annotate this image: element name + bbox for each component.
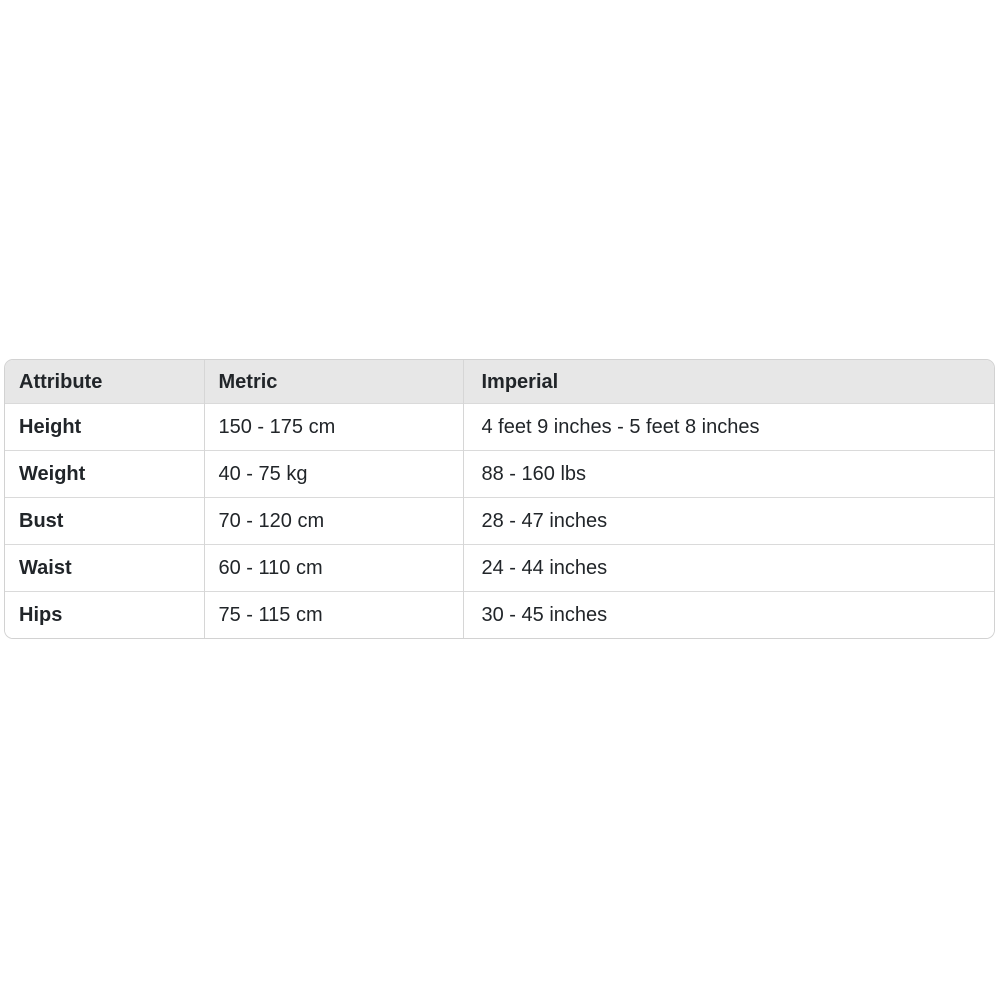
column-header-imperial: Imperial — [462, 360, 994, 404]
table-row-height: Height 150 - 175 cm 4 feet 9 inches - 5 … — [5, 403, 994, 451]
table-header: Attribute Metric Imperial — [5, 360, 994, 404]
imperial-cell: 4 feet 9 inches - 5 feet 8 inches — [462, 403, 994, 451]
imperial-cell: 28 - 47 inches — [462, 497, 994, 545]
imperial-cell: 24 - 44 inches — [462, 544, 994, 592]
metric-cell: 60 - 110 cm — [203, 544, 463, 592]
table-body: Height 150 - 175 cm 4 feet 9 inches - 5 … — [5, 403, 994, 638]
metric-cell: 70 - 120 cm — [203, 497, 463, 545]
imperial-cell: 88 - 160 lbs — [462, 450, 994, 498]
metric-cell: 150 - 175 cm — [203, 403, 463, 451]
column-header-metric: Metric — [203, 360, 463, 404]
table-row-hips: Hips 75 - 115 cm 30 - 45 inches — [5, 591, 994, 638]
table-row-waist: Waist 60 - 110 cm 24 - 44 inches — [5, 544, 994, 592]
attribute-cell: Height — [5, 403, 204, 451]
attribute-cell: Waist — [5, 544, 204, 592]
column-header-attribute: Attribute — [5, 360, 204, 404]
attribute-cell: Weight — [5, 450, 204, 498]
table-row-weight: Weight 40 - 75 kg 88 - 160 lbs — [5, 450, 994, 498]
metric-cell: 40 - 75 kg — [203, 450, 463, 498]
attribute-cell: Hips — [5, 591, 204, 638]
attribute-cell: Bust — [5, 497, 204, 545]
metric-cell: 75 - 115 cm — [203, 591, 463, 638]
table-row-bust: Bust 70 - 120 cm 28 - 47 inches — [5, 497, 994, 545]
header-row: Attribute Metric Imperial — [5, 360, 994, 404]
imperial-cell: 30 - 45 inches — [462, 591, 994, 638]
measurements-table: Attribute Metric Imperial Height 150 - 1… — [5, 360, 994, 638]
size-chart-card: Attribute Metric Imperial Height 150 - 1… — [4, 359, 995, 639]
